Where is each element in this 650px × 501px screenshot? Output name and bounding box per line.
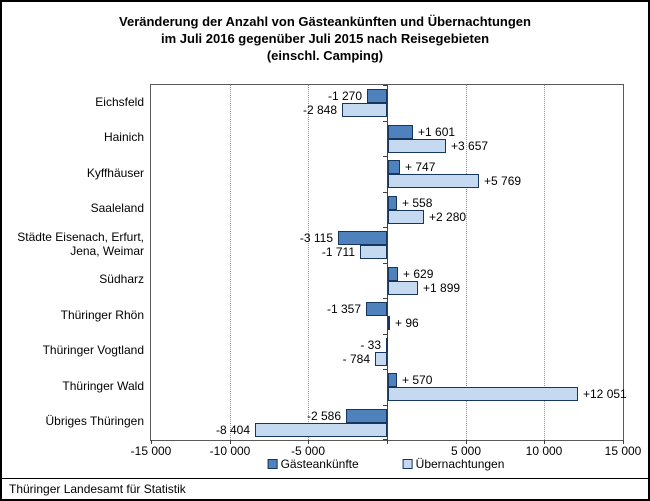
legend-swatch-uebernachtungen-icon	[402, 459, 413, 469]
category-label: Thüringer Wald	[62, 378, 144, 393]
legend: Gästeankünfte Übernachtungen	[267, 457, 505, 471]
bar-uebernachtungen	[388, 387, 578, 401]
chart-title-line-2: im Juli 2016 gegenüber Juli 2015 nach Re…	[160, 31, 490, 46]
bar-value-label: +3 657	[451, 139, 489, 153]
bar-uebernachtungen	[388, 174, 479, 188]
bar-gaesteankuenfte	[388, 267, 398, 281]
category-axis-tick	[383, 227, 387, 228]
bar-value-label: + 747	[405, 160, 436, 174]
bar-value-label: + 629	[403, 267, 434, 281]
bar-uebernachtungen	[388, 210, 424, 224]
x-axis-tick	[387, 440, 388, 444]
bar-gaesteankuenfte	[367, 89, 387, 103]
bar-value-label: -1 270	[327, 89, 362, 103]
bar-value-label: + 570	[402, 373, 433, 387]
bar-uebernachtungen	[388, 316, 390, 330]
category-label: Südharz	[99, 272, 144, 287]
bar-value-label: - 33	[360, 338, 381, 352]
bar-uebernachtungen	[388, 281, 418, 295]
bar-gaesteankuenfte	[388, 196, 397, 210]
category-axis-tick	[383, 263, 387, 264]
category-label: Saaleland	[90, 201, 144, 216]
category-axis-tick	[383, 439, 387, 440]
bar-uebernachtungen	[360, 245, 387, 259]
bar-value-label: + 96	[395, 316, 419, 330]
bar-gaesteankuenfte	[338, 231, 387, 245]
bar-value-label: +12 051	[583, 387, 627, 401]
bar-gaesteankuenfte	[346, 409, 387, 423]
category-axis-tick	[383, 369, 387, 370]
bar-gaesteankuenfte	[388, 125, 413, 139]
bar-gaesteankuenfte	[388, 160, 400, 174]
bar-gaesteankuenfte	[366, 302, 387, 316]
chart-title-line-1: Veränderung der Anzahl von Gästeankünfte…	[119, 14, 531, 29]
x-axis-label: 5 000	[450, 444, 482, 458]
x-axis-tick	[466, 440, 467, 444]
footer-source-text: Thüringer Landesamt für Statistik	[9, 482, 186, 496]
bar-uebernachtungen	[388, 139, 446, 153]
x-axis-label: 10 000	[525, 444, 563, 458]
bar-uebernachtungen	[255, 423, 387, 437]
bar-value-label: +1 601	[418, 125, 456, 139]
category-axis-tick	[383, 156, 387, 157]
bar-value-label: -2 848	[302, 103, 337, 117]
bar-value-label: -1 711	[321, 245, 355, 259]
bar-value-label: -1 357	[326, 302, 361, 316]
legend-label-uebernachtungen: Übernachtungen	[415, 457, 505, 471]
bar-uebernachtungen	[342, 103, 387, 117]
gridline	[230, 85, 231, 440]
category-label: Übriges Thüringen	[45, 414, 144, 429]
bar-gaesteankuenfte	[388, 373, 397, 387]
category-label: Kyffhäuser	[86, 165, 144, 180]
x-axis-tick	[151, 440, 152, 444]
category-axis-tick	[383, 334, 387, 335]
category-axis-tick	[383, 405, 387, 406]
footer-divider	[2, 478, 648, 479]
bar-value-label: +1 899	[423, 281, 461, 295]
category-axis-tick	[383, 121, 387, 122]
category-label: Thüringer Vogtland	[42, 343, 144, 358]
category-axis-tick	[383, 192, 387, 193]
x-axis-tick	[230, 440, 231, 444]
plot-area: -1 270 -2 848 +1 601 +3 657 + 747 +5 769 + 558…	[150, 84, 627, 441]
gridline	[308, 85, 309, 440]
chart-title-line-3: (einschl. Camping)	[266, 48, 384, 63]
x-axis-label: -5 000	[290, 444, 326, 458]
gridline	[466, 85, 467, 440]
bar-value-label: +2 280	[429, 210, 467, 224]
category-label: Eichsfeld	[95, 94, 144, 109]
legend-item-gaesteankuenfte: Gästeankünfte	[267, 457, 359, 471]
legend-item-uebernachtungen: Übernachtungen	[402, 457, 505, 471]
bar-value-label: +5 769	[484, 174, 522, 188]
bar-uebernachtungen	[375, 352, 387, 366]
x-axis-label: 15 000	[604, 444, 642, 458]
chart-title: Veränderung der Anzahl von Gästeankünfte…	[2, 13, 648, 64]
category-label: Thüringer Rhön	[60, 307, 144, 322]
legend-swatch-gaesteankuenfte-icon	[267, 459, 278, 469]
category-axis-tick	[383, 85, 387, 86]
bar-value-label: + 558	[402, 196, 433, 210]
bar-value-label: -2 586	[306, 409, 341, 423]
bar-value-label: -8 404	[215, 423, 250, 437]
category-label: Städte Eisenach, Erfurt, Jena, Weimar	[17, 229, 144, 258]
bar-value-label: -3 115	[299, 231, 333, 245]
bar-value-label: - 784	[342, 352, 370, 366]
x-axis-tick	[544, 440, 545, 444]
zero-axis	[387, 85, 388, 440]
x-axis-label: -10 000	[209, 444, 251, 458]
category-label: Hainich	[103, 130, 144, 145]
x-axis-tick	[623, 440, 624, 444]
x-axis-tick	[308, 440, 309, 444]
legend-label-gaesteankuenfte: Gästeankünfte	[280, 457, 359, 471]
x-axis-label: -15 000	[130, 444, 172, 458]
gridline	[544, 85, 545, 440]
bar-gaesteankuenfte	[386, 338, 388, 352]
category-axis-tick	[383, 298, 387, 299]
